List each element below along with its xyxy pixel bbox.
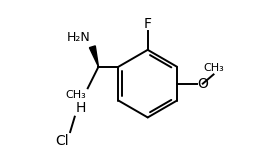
Text: H₂N: H₂N <box>67 31 91 44</box>
Text: O: O <box>198 77 208 91</box>
Text: F: F <box>144 17 152 31</box>
Text: CH₃: CH₃ <box>203 63 224 73</box>
Text: Cl: Cl <box>56 134 69 148</box>
Text: CH₃: CH₃ <box>65 90 86 100</box>
Polygon shape <box>89 46 99 67</box>
Text: H: H <box>76 101 86 115</box>
